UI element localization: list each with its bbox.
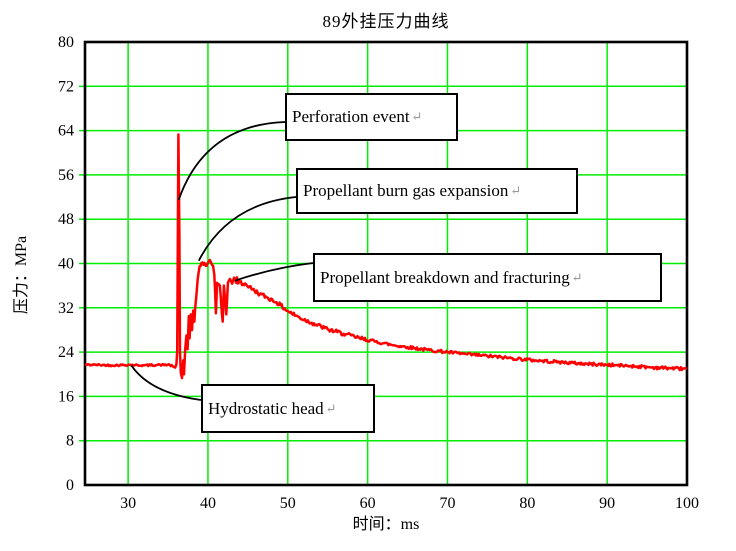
y-axis-title: 压力：MPa [13, 235, 30, 315]
annotation-propellant-burn-gas-expansion: Propellant burn gas expansion ↵ [296, 168, 578, 214]
annotation-leader-line [234, 262, 314, 282]
x-tick-label: 90 [599, 495, 615, 512]
x-tick-label: 30 [120, 495, 136, 512]
annotation-leader-line [177, 121, 286, 201]
y-tick-label: 72 [58, 78, 74, 95]
annotation-hydrostatic-head: Hydrostatic head ↵ [201, 384, 375, 433]
annotation-leader-line [198, 196, 297, 262]
paragraph-return-mark: ↵ [571, 269, 583, 285]
y-tick-label: 8 [66, 433, 74, 450]
annotation-propellant-breakdown-and-fracturing: Propellant breakdown and fracturing ↵ [313, 253, 662, 302]
paragraph-return-mark: ↵ [411, 109, 423, 124]
y-tick-label: 40 [58, 256, 74, 273]
annotation-perforation-event: Perforation event ↵ [285, 93, 458, 141]
x-tick-label: 70 [439, 495, 455, 512]
y-tick-label: 56 [58, 167, 74, 184]
x-tick-label: 40 [200, 495, 216, 512]
chart-title: 89外挂压力曲线 [322, 12, 450, 31]
annotation-label: Perforation event [292, 107, 410, 126]
y-tick-label: 0 [66, 477, 74, 494]
y-tick-label: 24 [58, 344, 74, 361]
annotation-label: Propellant burn gas expansion [303, 181, 509, 200]
paragraph-return-mark: ↵ [510, 183, 522, 198]
plot-frame [83, 40, 689, 487]
paragraph-return-mark: ↵ [325, 400, 337, 416]
y-tick-label: 16 [58, 388, 74, 405]
y-tick-label: 64 [58, 123, 74, 140]
annotation-label: Propellant breakdown and fracturing [320, 267, 570, 287]
x-tick-label: 80 [519, 495, 535, 512]
pressure-curve [84, 133, 688, 380]
annotation-leader-line [130, 364, 202, 401]
x-tick-label: 100 [675, 495, 699, 512]
annotation-label: Hydrostatic head [208, 398, 324, 418]
y-tick-label: 80 [58, 34, 74, 51]
y-tick-label: 32 [58, 300, 74, 317]
x-tick-label: 60 [360, 495, 376, 512]
x-tick-label: 50 [280, 495, 296, 512]
x-axis-title: 时间：ms [352, 516, 420, 533]
y-tick-label: 48 [58, 211, 74, 228]
